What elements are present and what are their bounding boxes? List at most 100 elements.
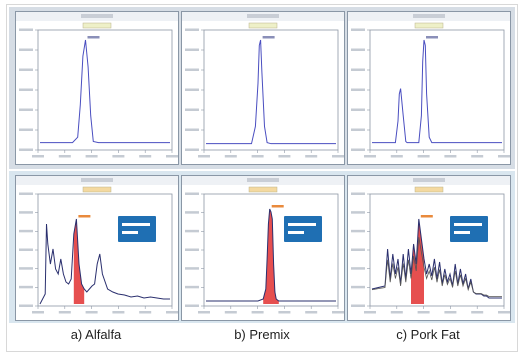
plot-frame	[37, 193, 173, 307]
concentration-box	[118, 216, 156, 242]
y-tick-label-mark	[351, 304, 365, 307]
x-tick-label-mark	[390, 155, 403, 158]
peak-fill	[411, 219, 424, 304]
panel-title-marker	[247, 14, 279, 18]
x-tick-label-mark	[139, 311, 152, 314]
x-tick-label-mark	[278, 311, 291, 314]
x-tick-label-mark	[112, 311, 125, 314]
y-tick-label-mark	[351, 108, 365, 111]
caption-pork-fat: c) Pork Fat	[396, 327, 460, 342]
x-tick-label-mark	[58, 311, 71, 314]
chart-c-bottom	[348, 176, 510, 314]
x-tick-label-mark	[251, 311, 264, 314]
chromatogram-trace	[40, 39, 170, 144]
panel-subtab	[414, 186, 444, 193]
panel-a-bottom	[15, 175, 179, 321]
caption-alfalfa: a) Alfalfa	[70, 327, 122, 342]
chromatogram-figure: a) Alfalfa b) Premix c) Pork Fat	[6, 4, 518, 352]
panel-b-top	[181, 11, 345, 165]
y-tick-label-mark	[351, 48, 365, 51]
y-tick-label-mark	[185, 148, 199, 151]
panel-b-bottom	[181, 175, 345, 321]
y-tick-label-mark	[185, 88, 199, 91]
chart-a-bottom	[16, 176, 178, 314]
plot-frame	[203, 29, 339, 151]
panel-title-marker	[247, 178, 279, 182]
peak-fill	[73, 219, 85, 304]
y-tick-label-mark	[185, 211, 199, 214]
peak-label-mark	[426, 36, 438, 39]
chromatogram-trace	[372, 39, 502, 144]
peak-label-mark	[271, 205, 284, 208]
x-tick-label-mark	[364, 311, 376, 314]
plot-frame	[37, 29, 173, 151]
panel-title-marker	[413, 14, 445, 18]
concentration-box-line	[122, 231, 138, 234]
x-tick-label-mark	[390, 311, 403, 314]
x-tick-label-mark	[305, 311, 318, 314]
peak-label-mark	[78, 215, 91, 218]
x-tick-label-mark	[417, 155, 430, 158]
concentration-box-line	[288, 223, 316, 226]
y-tick-label-mark	[19, 229, 33, 233]
x-tick-label-mark	[251, 155, 264, 158]
x-tick-label-mark	[198, 311, 210, 314]
plot-frame	[369, 193, 505, 307]
y-tick-label-mark	[19, 211, 33, 214]
x-tick-label-mark	[32, 311, 44, 314]
x-tick-label-mark	[139, 155, 152, 158]
chromatogram-trace	[206, 208, 336, 302]
y-tick-label-mark	[19, 128, 33, 131]
plot-frame	[369, 29, 505, 151]
x-tick-label-mark	[332, 311, 344, 314]
peak-label-mark	[262, 36, 275, 39]
y-tick-label-mark	[351, 68, 365, 71]
y-tick-label-mark	[351, 148, 365, 151]
y-tick-label-mark	[351, 285, 365, 289]
chromatogram-trace	[206, 39, 336, 145]
y-tick-label-mark	[185, 304, 199, 307]
x-tick-label-mark	[305, 155, 318, 158]
x-tick-label-mark	[224, 311, 237, 314]
x-tick-label-mark	[112, 155, 125, 158]
x-tick-label-mark	[166, 311, 178, 314]
panel-title-marker	[81, 14, 113, 18]
x-tick-label-mark	[364, 155, 376, 158]
x-tick-label-mark	[224, 155, 237, 158]
x-tick-label-mark	[471, 155, 484, 158]
concentration-box	[450, 216, 488, 242]
y-tick-label-mark	[351, 128, 365, 131]
y-tick-label-mark	[19, 48, 33, 51]
concentration-box	[284, 216, 322, 242]
x-tick-label-mark	[332, 155, 344, 158]
concentration-box-line	[454, 231, 470, 234]
y-tick-label-mark	[351, 88, 365, 91]
y-tick-label-mark	[19, 192, 33, 195]
x-tick-label-mark	[417, 311, 430, 314]
concentration-box-line	[454, 223, 482, 226]
panel-a-top	[15, 11, 179, 165]
y-tick-label-mark	[19, 285, 33, 289]
y-tick-label-mark	[185, 128, 199, 131]
x-tick-label-mark	[198, 155, 210, 158]
y-tick-label-mark	[185, 108, 199, 111]
y-tick-label-mark	[351, 229, 365, 233]
chart-b-bottom	[182, 176, 344, 314]
panel-subtab	[248, 22, 278, 29]
y-tick-label-mark	[351, 267, 365, 270]
x-tick-label-mark	[32, 155, 44, 158]
peak-label-mark	[87, 36, 100, 39]
y-tick-label-mark	[19, 68, 33, 71]
x-tick-label-mark	[58, 155, 71, 158]
y-tick-label-mark	[351, 28, 365, 31]
panel-c-bottom	[347, 175, 511, 321]
y-tick-label-mark	[19, 28, 33, 31]
panel-subtab	[82, 186, 112, 193]
y-tick-label-mark	[19, 88, 33, 91]
y-tick-label-mark	[351, 248, 365, 251]
x-tick-label-mark	[278, 155, 291, 158]
chart-c-top	[348, 12, 510, 158]
y-tick-label-mark	[19, 148, 33, 151]
y-tick-label-mark	[19, 267, 33, 270]
overlay-trace	[371, 237, 502, 297]
